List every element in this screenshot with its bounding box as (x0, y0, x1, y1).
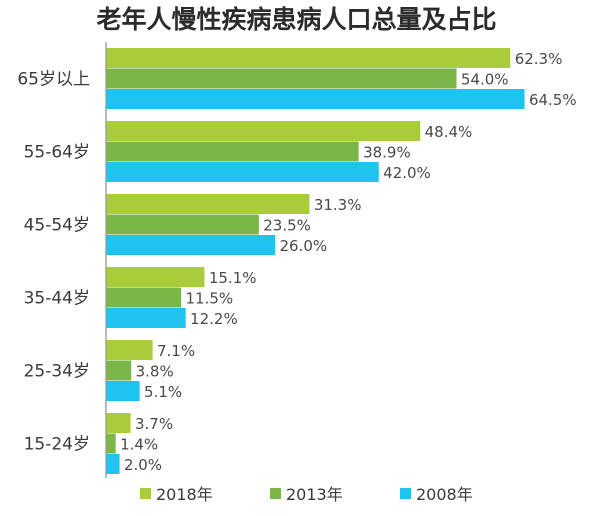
data-label: 5.1% (144, 383, 182, 401)
category-tick-label: 35-44岁 (24, 289, 90, 309)
bar (106, 121, 421, 141)
legend-label: 2013年 (286, 485, 343, 504)
legend-swatch (140, 488, 151, 499)
bar (106, 162, 379, 182)
data-labels: 62.3% 54.0% 64.5% 48.4% 38.9% 42.0% 31.3%23.5%… (120, 50, 577, 474)
legend-label: 2008年 (416, 485, 473, 504)
data-label: 38.9% (363, 144, 411, 162)
data-label: 48.4% (425, 123, 473, 141)
legend-label: 2018年 (156, 485, 213, 504)
data-label: 23.5% (263, 217, 311, 235)
data-label: 11.5% (186, 290, 234, 308)
bar (106, 433, 116, 454)
bar (106, 89, 525, 109)
bar (106, 340, 153, 360)
data-label: 54.0% (461, 71, 509, 89)
bar (106, 360, 132, 381)
bar (106, 267, 205, 287)
data-label: 1.4% (120, 436, 158, 454)
legend-swatch (400, 488, 411, 499)
data-label: 2.0% (124, 456, 162, 474)
bar (106, 48, 511, 68)
data-label: 3.7% (135, 415, 173, 433)
data-label: 42.0% (383, 164, 431, 182)
data-label: 3.8% (136, 363, 174, 381)
bar (106, 381, 140, 401)
category-tick-label: 15-24岁 (24, 435, 90, 455)
bar (106, 194, 310, 214)
category-tick-label: 55-64岁 (24, 143, 90, 163)
category-tick-label: 25-34岁 (24, 362, 90, 382)
data-label: 7.1% (157, 342, 195, 360)
data-label: 26.0% (279, 237, 327, 255)
data-label: 31.3% (314, 196, 362, 214)
legend-swatch (270, 488, 281, 499)
data-label: 62.3% (515, 50, 563, 68)
data-label: 64.5% (529, 91, 577, 109)
bar (106, 454, 120, 474)
category-tick-label: 45-54岁 (24, 216, 90, 236)
bar (106, 141, 359, 162)
chart-title: 老年人慢性疾病患病人口总量及占比 (96, 5, 497, 34)
legend: 2018年 2013年 2008年 (140, 485, 473, 504)
bar (106, 413, 131, 433)
bar (106, 68, 457, 89)
bar (106, 287, 182, 308)
bar (106, 235, 276, 255)
category-ticks: 65岁以上 55-64岁 45-54岁 35-44岁 25-34岁 15-24岁 (17, 70, 90, 455)
data-label: 12.2% (190, 310, 238, 328)
bar (106, 214, 259, 235)
category-tick-label: 65岁以上 (17, 70, 90, 90)
bar (106, 308, 186, 328)
bars (106, 48, 525, 474)
data-label: 15.1% (209, 269, 257, 287)
